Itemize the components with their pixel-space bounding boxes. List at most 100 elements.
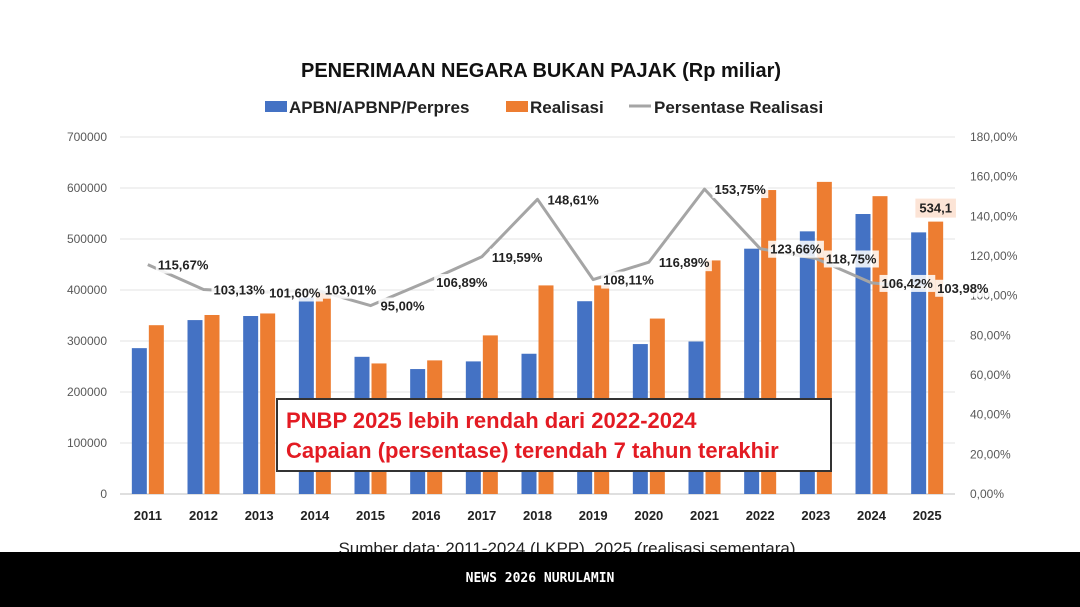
pct-label-2014: 103,01% bbox=[322, 281, 379, 299]
pct-label-text: 108,11% bbox=[603, 273, 654, 288]
x-tick-2024: 2024 bbox=[857, 508, 887, 523]
annotation-line-1: PNBP 2025 lebih rendah dari 2022-2024 bbox=[286, 408, 697, 433]
bar-realisasi-2011 bbox=[148, 325, 164, 494]
y-tick-right: 120,00% bbox=[970, 249, 1018, 263]
x-tick-2014: 2014 bbox=[300, 508, 330, 523]
legend-label-realisasi: Realisasi bbox=[530, 98, 604, 117]
bar-apbn-2025 bbox=[911, 232, 927, 494]
legend-label-persentase: Persentase Realisasi bbox=[654, 98, 823, 117]
percentage-labels: 115,67% 103,13% 101,60% 103,01% 95,00% 106,89… bbox=[155, 181, 991, 315]
pct-label-bg bbox=[712, 181, 769, 199]
x-tick-2025: 2025 bbox=[913, 508, 942, 523]
y-tick-left: 300000 bbox=[67, 334, 107, 348]
pct-label-2018: 148,61% bbox=[545, 191, 602, 209]
x-tick-2023: 2023 bbox=[801, 508, 830, 523]
pct-label-2024: 106,42% bbox=[879, 274, 936, 292]
bar-realisasi-2012 bbox=[204, 314, 220, 494]
pct-label-2021: 153,75% bbox=[712, 181, 769, 199]
y-tick-left: 600000 bbox=[67, 181, 107, 195]
x-tick-2019: 2019 bbox=[579, 508, 608, 523]
chart-legend: APBN/APBNP/Perpres Realisasi Persentase … bbox=[265, 98, 823, 117]
y-tick-left: 500000 bbox=[67, 232, 107, 246]
pct-label-text: 118,75% bbox=[826, 251, 877, 266]
x-tick-2021: 2021 bbox=[690, 508, 719, 523]
x-tick-2017: 2017 bbox=[467, 508, 496, 523]
pct-label-2012: 103,13% bbox=[211, 281, 268, 299]
pct-label-2025: 103,98% bbox=[935, 279, 991, 297]
pct-label-bg bbox=[823, 250, 879, 268]
chart-title: PENERIMAAN NEGARA BUKAN PAJAK (Rp miliar… bbox=[301, 60, 781, 82]
pct-label-text: 103,01% bbox=[325, 283, 377, 298]
pct-label-2015: 95,00% bbox=[378, 297, 428, 315]
pct-label-text: 95,00% bbox=[381, 299, 426, 314]
y-tick-right: 80,00% bbox=[970, 328, 1011, 342]
y-tick-right: 20,00% bbox=[970, 447, 1011, 461]
pct-label-text: 115,67% bbox=[158, 258, 209, 273]
pct-label-bg bbox=[935, 279, 991, 297]
y-tick-right: 40,00% bbox=[970, 408, 1011, 422]
x-tick-2015: 2015 bbox=[356, 508, 385, 523]
pct-label-text: 148,61% bbox=[548, 192, 600, 207]
pct-label-bg bbox=[378, 297, 428, 315]
legend-swatch-realisasi bbox=[506, 101, 528, 112]
legend-swatch-apbn bbox=[265, 101, 287, 112]
pct-label-bg bbox=[656, 254, 712, 272]
pct-label-bg bbox=[155, 256, 211, 274]
x-tick-2012: 2012 bbox=[189, 508, 218, 523]
pct-label-2022: 123,66% bbox=[768, 240, 824, 258]
y-axis-right: 0,00%20,00%40,00%60,00%80,00%100,00%120,… bbox=[970, 130, 1018, 501]
bar-apbn-2012 bbox=[187, 320, 203, 494]
pct-label-text: 101,60% bbox=[269, 285, 321, 300]
x-tick-2016: 2016 bbox=[412, 508, 441, 523]
bar-apbn-2024 bbox=[855, 214, 871, 494]
pct-label-text: 116,89% bbox=[659, 255, 710, 270]
pct-label-text: 123,66% bbox=[770, 242, 822, 257]
x-tick-2018: 2018 bbox=[523, 508, 552, 523]
pct-label-bg bbox=[211, 281, 268, 299]
bar-apbn-2013 bbox=[243, 316, 259, 494]
y-tick-right: 180,00% bbox=[970, 130, 1018, 144]
pct-label-text: 153,75% bbox=[715, 182, 767, 197]
bar-realisasi-2024 bbox=[872, 196, 888, 494]
x-axis: 2011 2012 2013 2014 2015 2016 2017 2018 2019 2020… bbox=[134, 508, 942, 523]
bar-apbn-2011 bbox=[131, 348, 147, 494]
pct-label-2019: 108,11% bbox=[601, 271, 657, 289]
pct-label-text: 106,42% bbox=[882, 276, 934, 291]
footer-bar: NEWS 2026 NURULAMIN bbox=[0, 552, 1080, 607]
x-tick-2020: 2020 bbox=[634, 508, 663, 523]
bar-value-label: 534,1 bbox=[919, 201, 952, 216]
pct-label-2023: 118,75% bbox=[823, 250, 879, 268]
bar-realisasi-2025 bbox=[928, 221, 944, 494]
y-tick-left: 0 bbox=[100, 487, 107, 501]
y-tick-right: 0,00% bbox=[970, 487, 1004, 501]
y-tick-left: 200000 bbox=[67, 385, 107, 399]
y-tick-right: 60,00% bbox=[970, 368, 1011, 382]
bar-value-highlight bbox=[915, 198, 956, 218]
pct-label-text: 103,13% bbox=[214, 282, 266, 297]
pct-label-bg bbox=[879, 274, 936, 292]
bar-realisasi-2013 bbox=[260, 313, 276, 494]
y-tick-right: 160,00% bbox=[970, 170, 1018, 184]
pct-label-2020: 116,89% bbox=[656, 254, 712, 272]
pct-label-text: 119,59% bbox=[492, 250, 543, 265]
footer-text: NEWS 2026 NURULAMIN bbox=[465, 571, 615, 586]
annotation-line-2: Capaian (persentase) terendah 7 tahun te… bbox=[286, 438, 779, 463]
y-tick-left: 100000 bbox=[67, 436, 107, 450]
pct-label-2017: 119,59% bbox=[489, 248, 545, 266]
pct-label-bg bbox=[545, 191, 602, 209]
pct-label-bg bbox=[267, 284, 323, 302]
pct-label-bg bbox=[601, 271, 657, 289]
pct-label-bg bbox=[322, 281, 379, 299]
y-axis-left: 0 100000 200000 300000 400000 500000 600000 700… bbox=[67, 130, 107, 501]
y-tick-right: 140,00% bbox=[970, 209, 1018, 223]
pct-label-text: 103,98% bbox=[937, 281, 989, 296]
annotation-box: PNBP 2025 lebih rendah dari 2022-2024 Ca… bbox=[276, 398, 832, 472]
pct-label-2011: 115,67% bbox=[155, 256, 211, 274]
pct-label-bg bbox=[489, 248, 545, 266]
pct-label-2013: 101,60% bbox=[267, 284, 323, 302]
legend-label-apbn: APBN/APBNP/Perpres bbox=[289, 98, 469, 117]
pct-label-2016: 106,89% bbox=[434, 274, 490, 292]
x-tick-2011: 2011 bbox=[134, 508, 162, 523]
bar-annotation: 534,1 bbox=[915, 198, 956, 218]
